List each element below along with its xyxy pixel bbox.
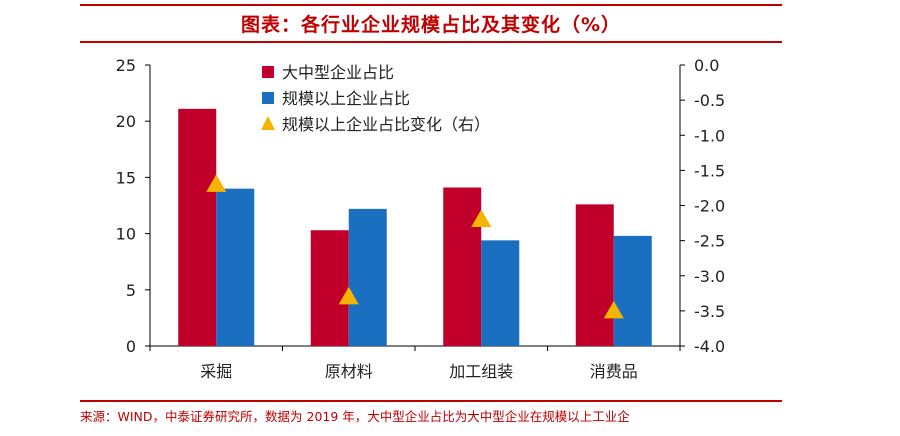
left-axis-tick-label: 15 [116, 168, 136, 187]
right-axis-tick-label: -0.5 [694, 91, 725, 110]
right-axis-tick-label: -3.0 [694, 267, 725, 286]
legend-label: 大中型企业占比 [282, 63, 394, 82]
x-axis-category-label: 原材料 [325, 362, 373, 381]
chart-area: 0 5 10 15 20 25 0.0 -0.5 -1.0 -1.5 -2.0 -2.5 -3.0 -3.… [116, 56, 726, 381]
bar-above-scale [216, 188, 255, 346]
legend-label: 规模以上企业占比 [282, 89, 410, 108]
left-axis-tick-label: 25 [116, 56, 136, 75]
change-marker [471, 209, 492, 228]
legend-marker-swatch [261, 116, 275, 130]
bar-large-medium [178, 108, 217, 346]
change-marker [603, 300, 624, 319]
left-axis-tick-label: 10 [116, 225, 136, 244]
legend-swatch [262, 92, 274, 104]
left-axis-tick-label: 5 [126, 281, 136, 300]
change-marker [338, 286, 359, 305]
x-axis-category-label: 采掘 [200, 362, 232, 381]
change-marker [206, 174, 227, 192]
right-axis-tick-label: -1.5 [694, 161, 725, 180]
legend-label: 规模以上企业占比变化（右） [282, 115, 490, 134]
right-axis-tick-label: -2.5 [694, 232, 725, 251]
x-axis-category-label: 加工组装 [449, 362, 513, 381]
bar-above-scale [613, 235, 652, 346]
bar-above-scale [348, 208, 387, 346]
left-axis-tick-label: 20 [116, 112, 136, 131]
bottom-rule [80, 400, 782, 402]
legend-swatch [262, 66, 274, 78]
right-axis-tick-label: 0.0 [694, 56, 719, 75]
left-axis-tick-label: 0 [126, 337, 136, 356]
right-axis-tick-label: -3.5 [694, 302, 725, 321]
right-axis-tick-label: -4.0 [694, 337, 725, 356]
x-axis-category-label: 消费品 [590, 362, 638, 381]
title-rule [80, 41, 782, 43]
right-axis-tick-label: -2.0 [694, 197, 725, 216]
source-note: 来源：WIND，中泰证券研究所，数据为 2019 年，大中型企业占比为大中型企业… [80, 409, 630, 424]
chart-title: 图表：各行业企业规模占比及其变化（%） [240, 14, 622, 36]
bar-above-scale [481, 240, 520, 346]
bar-large-medium [575, 204, 614, 346]
right-axis-tick-label: -1.0 [694, 126, 725, 145]
bar-large-medium [310, 230, 349, 346]
bar-large-medium [443, 187, 482, 346]
top-rule [80, 4, 782, 6]
